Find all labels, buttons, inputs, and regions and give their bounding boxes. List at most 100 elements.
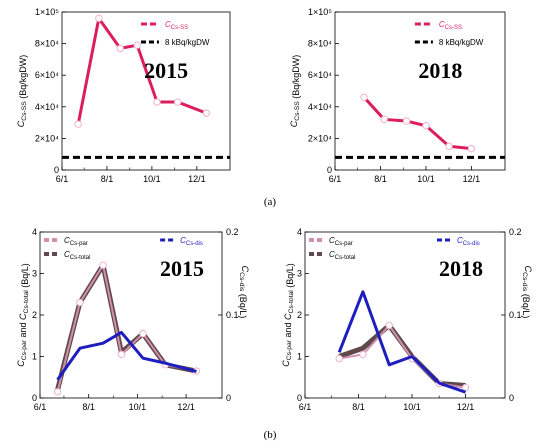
y-tick-label: 2: [32, 310, 37, 320]
y-tick-label: 0: [327, 165, 332, 175]
y-tick-label: 4: [297, 227, 302, 237]
y-axis-label-left: CCs-par and CCs-total (Bq/L): [281, 263, 295, 367]
chart-b2018: 6/1 8/1 10/1 12/1 0 1 2 3 4 0 0.1 0.2 CCs-par and CC…: [281, 227, 533, 412]
data-point: [445, 142, 453, 151]
legend-label: CCs-SS: [165, 20, 188, 31]
data-point: [133, 41, 141, 49]
data-point: [359, 350, 367, 359]
legend-label: CCs-SS: [439, 20, 462, 31]
x-tick-label: 12/1: [177, 402, 195, 412]
y-tick-label: 2: [297, 310, 302, 320]
x-tick-label: 12/1: [188, 174, 206, 184]
data-point: [380, 115, 388, 124]
y-tick-label: 0: [32, 393, 37, 403]
y-tick-label: 6×10⁴: [308, 70, 332, 80]
legend-label: 8 kBq/kgDW: [439, 38, 484, 47]
plot-frame: [334, 11, 506, 171]
data-point: [74, 120, 82, 128]
y-tick-label: 3: [297, 269, 302, 279]
y-tick-label: 3: [32, 269, 37, 279]
data-point: [153, 98, 161, 106]
x-tick-label: 10/1: [143, 174, 161, 184]
data-point: [53, 388, 62, 396]
y-tick-label: 4: [32, 227, 37, 237]
x-tick-label: 12/1: [457, 402, 475, 412]
y-tick-label: 8×10⁴: [308, 39, 332, 49]
y-right-tick-label: 0.1: [226, 310, 239, 320]
data-point: [173, 98, 182, 106]
x-tick-label: 6/1: [34, 402, 47, 412]
data-point: [402, 117, 411, 125]
panel-label-b: (b): [264, 429, 277, 441]
chart-a2015: 6/1 8/1 10/1 12/1 0 2×10⁴ 4×10⁴ 6×10⁴ 8×10⁴ 1×10⁵…: [16, 7, 231, 184]
year-annotation: 2018: [418, 58, 462, 83]
y-right-tick-label: 0: [509, 393, 514, 403]
y-axis-label: CCs-SS (Bq/kgDW): [289, 55, 301, 128]
chart-a2018: 6/1 8/1 10/1 12/1 0 2×10⁴ 4×10⁴ 6×10⁴ 8×10⁴ 1×10⁵…: [289, 7, 506, 184]
legend-label: CCs-par: [64, 236, 88, 247]
y-tick-label: 0: [297, 393, 302, 403]
legend-label: CCs-par: [329, 236, 353, 247]
series-line: [56, 264, 197, 393]
y-right-tick-label: 0.1: [509, 310, 522, 320]
y-tick-label: 2×10⁴: [308, 133, 332, 143]
y-right-tick-label: 0.2: [509, 227, 522, 237]
data-point: [117, 350, 126, 359]
x-tick-label: 10/1: [129, 402, 147, 412]
data-point: [360, 93, 368, 102]
y-axis-label-right: CCs-dis (Bq/L): [238, 266, 250, 319]
x-tick-label: 6/1: [56, 174, 69, 184]
series-line: [56, 330, 197, 381]
y-tick-label: 6×10⁴: [35, 70, 59, 80]
data-point: [385, 321, 393, 330]
data-point: [76, 298, 84, 307]
data-point: [422, 122, 430, 130]
chart-b2015: 6/1 8/1 10/1 12/1 0 1 2 3 4 0 0.1 0.2 CCs-par and CC…: [16, 227, 250, 412]
year-annotation: 2015: [160, 256, 204, 281]
y-tick-label: 4×10⁴: [35, 102, 59, 112]
x-tick-label: 10/1: [417, 174, 435, 184]
y-tick-label: 4×10⁴: [308, 102, 332, 112]
data-point: [467, 144, 476, 153]
y-axis-label: CCs-SS (Bq/kgDW): [16, 55, 28, 128]
legend-label: CCs-total: [64, 250, 90, 261]
panel-label-a: (a): [264, 196, 277, 208]
x-tick-label: 12/1: [463, 174, 481, 184]
y-tick-label: 1: [297, 352, 302, 362]
x-tick-label: 8/1: [352, 402, 365, 412]
data-point: [139, 329, 147, 338]
data-point: [99, 261, 107, 269]
series-line: [362, 96, 472, 151]
y-tick-label: 2×10⁴: [35, 133, 59, 143]
legend-label: CCs-total: [329, 250, 355, 261]
x-tick-label: 8/1: [101, 174, 114, 184]
legend-label: CCs-dis: [457, 236, 480, 247]
data-point: [335, 354, 343, 363]
y-tick-label: 1×10⁵: [308, 7, 332, 17]
y-tick-label: 0: [54, 165, 59, 175]
x-tick-label: 6/1: [329, 174, 342, 184]
legend-label: 8 kBq/kgDW: [165, 38, 210, 47]
x-tick-label: 6/1: [299, 402, 312, 412]
plot-frame: [61, 11, 231, 171]
series-line: [55, 262, 197, 391]
year-annotation: 2015: [144, 58, 188, 83]
y-right-tick-label: 0.2: [226, 227, 239, 237]
year-annotation: 2018: [439, 256, 483, 281]
y-axis-label-left: CCs-par and CCs-total (Bq/L): [16, 263, 30, 367]
data-point: [95, 14, 103, 23]
x-tick-label: 10/1: [403, 402, 421, 412]
y-tick-label: 8×10⁴: [35, 39, 59, 49]
y-tick-label: 1: [32, 352, 37, 362]
y-axis-label-right: CCs-dis (Bq/L): [521, 266, 533, 319]
y-tick-label: 1×10⁵: [35, 7, 59, 17]
series-line: [337, 290, 467, 394]
series-line: [339, 324, 466, 389]
legend-label: CCs-dis: [180, 236, 203, 247]
x-tick-label: 8/1: [374, 174, 387, 184]
x-tick-label: 8/1: [82, 402, 95, 412]
y-right-tick-label: 0: [226, 393, 231, 403]
data-point: [116, 44, 124, 53]
data-point: [202, 109, 211, 117]
